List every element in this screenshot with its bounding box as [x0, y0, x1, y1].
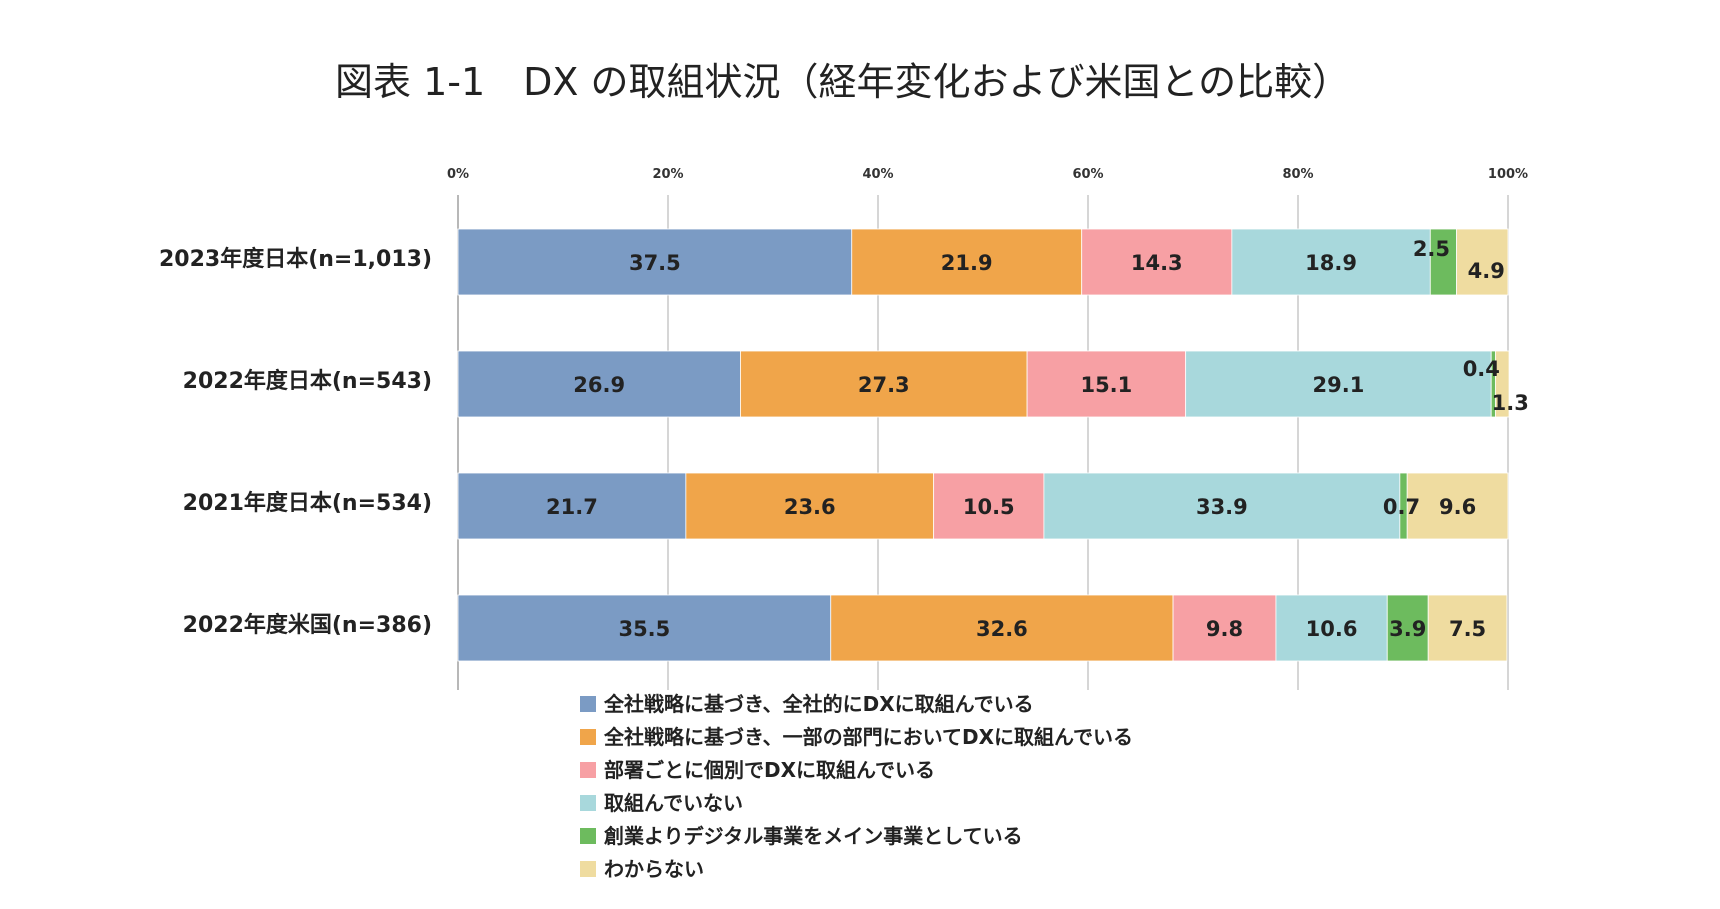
bar-value-label: 0.7: [1383, 495, 1420, 519]
legend: 全社戦略に基づき、全社的にDXに取組んでいる全社戦略に基づき、一部の部門において…: [580, 692, 1133, 881]
bar-value-label: 21.7: [546, 495, 598, 519]
category-label: 2023年度日本(n=1,013): [159, 246, 432, 272]
bar-value-label: 10.6: [1306, 617, 1358, 641]
bar-value-label: 15.1: [1080, 373, 1132, 397]
x-tick-label: 40%: [862, 167, 893, 182]
legend-entry: 全社戦略に基づき、一部の部門においてDXに取組んでいる: [603, 725, 1133, 749]
bar-value-label: 37.5: [629, 251, 681, 275]
bar-value-label: 29.1: [1313, 373, 1365, 397]
bar-value-label: 18.9: [1305, 251, 1357, 275]
bar-segment: [1429, 228, 1457, 296]
legend-swatch: [580, 795, 596, 811]
bar-segment: [457, 594, 832, 662]
bar-value-label: 7.5: [1449, 617, 1486, 641]
bars: [457, 228, 1510, 662]
legend-entry: 創業よりデジタル事業をメイン事業としている: [603, 824, 1023, 848]
bar-value-label: 1.3: [1492, 391, 1529, 415]
legend-swatch: [580, 762, 596, 778]
bar-segment: [1185, 350, 1492, 418]
bar-value-label: 21.9: [941, 251, 993, 275]
bar-value-label: 27.3: [858, 373, 910, 397]
x-tick-label: 60%: [1072, 167, 1103, 182]
bar-segment: [1275, 594, 1388, 662]
bar-segment: [740, 350, 1028, 418]
bar-segment: [830, 594, 1174, 662]
bar-value-label: 23.6: [784, 495, 836, 519]
x-tick-label: 80%: [1282, 167, 1313, 182]
legend-entry: 取組んでいない: [604, 791, 743, 815]
bar-segment: [1495, 350, 1510, 418]
bar-segment: [457, 472, 687, 540]
chart-title: 図表 1-1 DX の取組状況（経年変化および米国との比較）: [335, 60, 1350, 104]
bar-value-label: 0.4: [1463, 357, 1500, 381]
legend-swatch: [580, 828, 596, 844]
legend-swatch: [580, 696, 596, 712]
legend-entry: 全社戦略に基づき、全社的にDXに取組んでいる: [603, 692, 1034, 716]
bar-value-label: 26.9: [573, 373, 625, 397]
bar-segment: [685, 472, 935, 540]
x-tick-label: 20%: [652, 167, 683, 182]
bar-value-label: 3.9: [1389, 617, 1426, 641]
bar-segment: [1231, 228, 1431, 296]
x-axis-ticks: 0% 20% 40% 60% 80% 100%: [447, 167, 1528, 182]
x-tick-label: 0%: [447, 167, 469, 182]
bar-value-label: 4.9: [1468, 259, 1505, 283]
bar-segment: [1172, 594, 1277, 662]
bar-value-label: 35.5: [618, 617, 670, 641]
bar-segment: [1456, 228, 1509, 296]
bar-segment: [457, 350, 741, 418]
bar-segment: [1427, 594, 1508, 662]
legend-swatch: [580, 729, 596, 745]
category-labels: 2023年度日本(n=1,013) 2022年度日本(n=543) 2021年度日本…: [159, 246, 432, 638]
value-labels: 37.5 21.9 14.3 18.9 2.5 4.9 26.9 27.3 15.1 29.1 0.…: [546, 237, 1529, 641]
bar-value-label: 2.5: [1413, 237, 1450, 261]
bar-segment: [1386, 594, 1429, 662]
bar-value-label: 33.9: [1196, 495, 1248, 519]
bar-segment: [933, 472, 1045, 540]
legend-entry: 部署ごとに個別でDXに取組んでいる: [604, 758, 935, 782]
bar-segment: [1406, 472, 1509, 540]
legend-swatch: [580, 861, 596, 877]
bar-value-label: 9.6: [1439, 495, 1476, 519]
bar-segment: [457, 228, 853, 296]
bar-segment: [1081, 228, 1233, 296]
category-label: 2021年度日本(n=534): [183, 490, 432, 516]
bar-segment: [1026, 350, 1187, 418]
bar-value-label: 14.3: [1131, 251, 1183, 275]
bar-value-label: 9.8: [1206, 617, 1243, 641]
category-label: 2022年度米国(n=386): [183, 612, 432, 638]
bar-value-label: 32.6: [976, 617, 1028, 641]
bar-segment: [1043, 472, 1401, 540]
legend-entry: わからない: [604, 857, 704, 881]
category-label: 2022年度日本(n=543): [183, 368, 432, 394]
bar-value-label: 10.5: [963, 495, 1015, 519]
x-tick-label: 100%: [1488, 167, 1528, 182]
